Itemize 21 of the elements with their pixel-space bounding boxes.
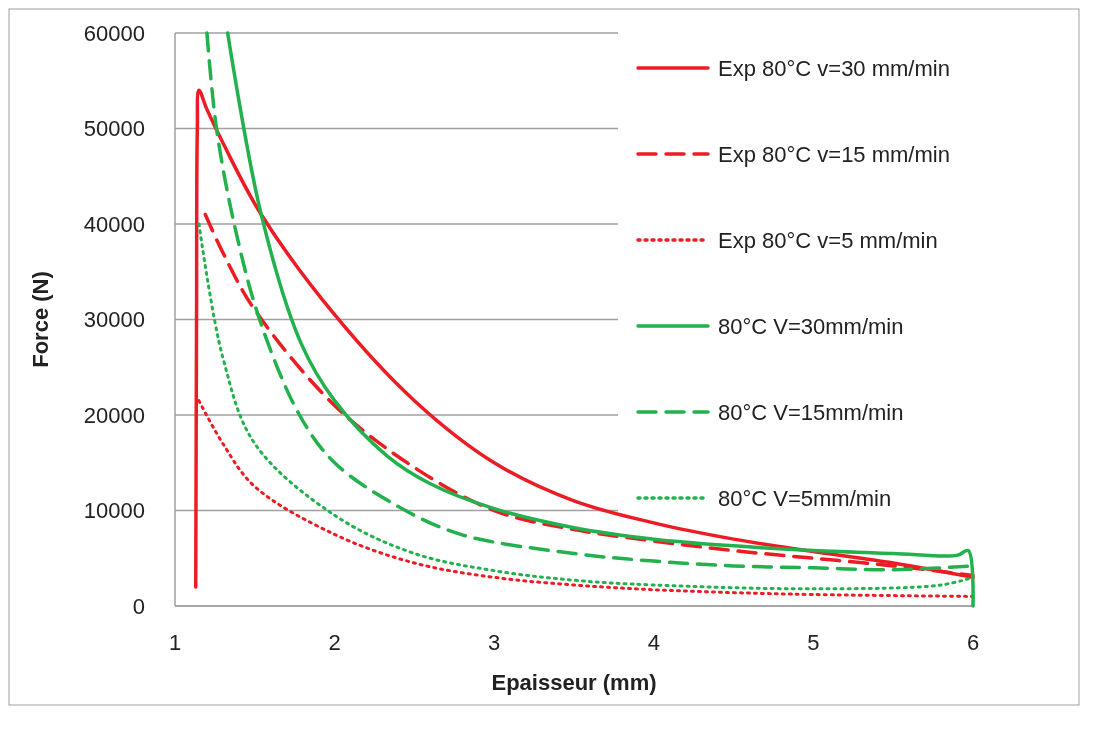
legend-label: 80°C V=30mm/min <box>718 313 904 339</box>
legend-label: 80°C V=15mm/min <box>718 399 904 425</box>
legend-label: Exp 80°C v=30 mm/min <box>718 55 950 81</box>
y-tick-label: 50000 <box>83 116 145 142</box>
legend-label: Exp 80°C v=5 mm/min <box>718 227 938 253</box>
x-tick-label: 5 <box>807 630 820 655</box>
x-tick-label: 6 <box>966 630 980 655</box>
x-tick-label: 2 <box>328 630 341 655</box>
y-tick-label: 60000 <box>83 20 145 46</box>
x-tick-label: 1 <box>168 630 182 655</box>
legend-label: 80°C V=5mm/min <box>718 485 892 511</box>
legend-label: Exp 80°C v=15 mm/min <box>718 141 950 167</box>
y-tick-label: 20000 <box>83 402 145 428</box>
y-tick-label: 40000 <box>83 211 145 237</box>
x-axis-title: Epaisseur (mm) <box>491 670 657 695</box>
y-axis-title: Force (N) <box>28 271 53 368</box>
y-tick-label: 30000 <box>83 307 145 333</box>
y-tick-label: 0 <box>132 593 145 619</box>
x-tick-label: 3 <box>488 630 501 655</box>
y-tick-label: 10000 <box>83 498 145 524</box>
x-tick-label: 4 <box>647 630 660 655</box>
